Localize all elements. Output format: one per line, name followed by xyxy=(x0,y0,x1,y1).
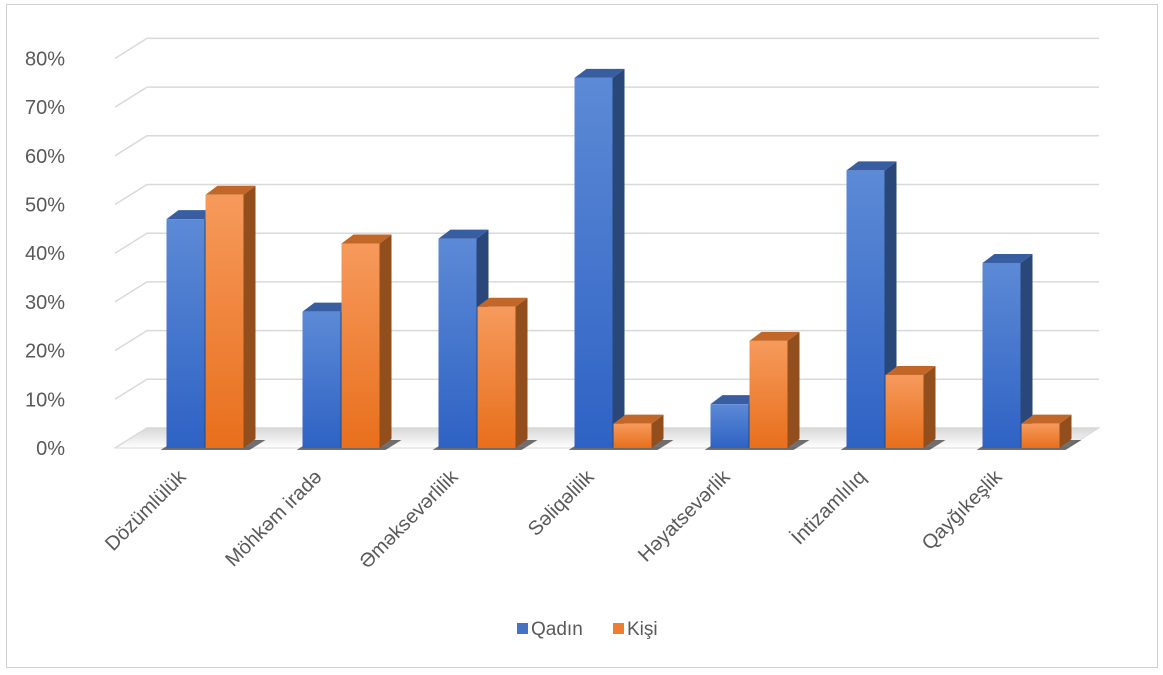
x-axis-ticks: Dözümlülük Möhkəm iradə Əməksevərlilik Səli… xyxy=(101,465,1007,573)
x-tick-label: Əməksevərlilik xyxy=(355,465,463,573)
bar-top xyxy=(574,68,625,78)
bar-side xyxy=(243,185,256,448)
bar-side xyxy=(379,234,392,448)
bar-qadin xyxy=(574,77,613,448)
legend-swatch xyxy=(517,623,528,634)
bar-qadin xyxy=(710,404,749,448)
bar-top xyxy=(613,414,664,424)
bar-side xyxy=(787,331,800,448)
bar-top xyxy=(341,234,392,244)
y-tick-label: 0% xyxy=(36,438,65,460)
y-tick-label: 40% xyxy=(25,243,65,265)
bar-top xyxy=(438,229,489,239)
x-tick-label: Qayğıkeşlik xyxy=(918,465,1007,554)
legend-label: Qadın xyxy=(531,619,583,640)
bar-top xyxy=(205,185,256,195)
gridline xyxy=(114,37,1099,60)
legend-swatch xyxy=(613,623,624,634)
bar-kisi xyxy=(885,374,924,448)
bar-side xyxy=(1020,253,1033,448)
bars xyxy=(160,68,1082,450)
bar-kisi xyxy=(477,306,516,448)
bar-top xyxy=(1021,414,1072,424)
x-tick-label: Dözümlülük xyxy=(101,465,191,555)
bar-qadin xyxy=(302,311,341,448)
x-tick-label: Səliqəlilik xyxy=(524,465,599,540)
y-tick-label: 50% xyxy=(25,195,65,217)
bar-kisi xyxy=(613,423,652,448)
bar-top xyxy=(885,365,936,375)
y-tick-label: 80% xyxy=(25,48,65,70)
x-tick-label: Möhkəm iradə xyxy=(221,466,326,571)
gridline xyxy=(114,135,1099,157)
bar-top xyxy=(166,210,217,220)
chart-frame: 0% 10% 20% 30% 40% 50% 60% 70% 80% Dözümlülük Möh… xyxy=(6,4,1158,668)
bar-qadin xyxy=(846,170,885,448)
gridline xyxy=(114,232,1099,254)
bar-side xyxy=(1059,414,1072,448)
bar-side xyxy=(923,365,936,448)
y-tick-label: 30% xyxy=(25,292,65,314)
y-tick-label: 10% xyxy=(25,389,65,411)
bar-qadin xyxy=(438,238,477,448)
bar-qadin xyxy=(166,219,205,448)
bar-chart: 0% 10% 20% 30% 40% 50% 60% 70% 80% Dözümlülük Möh… xyxy=(25,37,1101,640)
legend-label: Kişi xyxy=(627,619,658,640)
bar-qadin xyxy=(982,262,1021,448)
bar-side xyxy=(612,68,625,448)
gridline xyxy=(114,86,1099,108)
bar-top xyxy=(982,253,1033,263)
bar-kisi xyxy=(1021,423,1060,448)
bar-top xyxy=(749,331,800,341)
bar-side xyxy=(515,297,528,448)
bar-kisi xyxy=(205,194,244,448)
bar-top xyxy=(477,297,528,307)
bar-kisi xyxy=(341,243,380,448)
x-tick-label: Həyatsevərlik xyxy=(634,465,735,566)
gridline xyxy=(114,329,1099,352)
legend: Qadın Kişi xyxy=(517,619,658,640)
bar-side xyxy=(651,414,664,448)
y-tick-label: 20% xyxy=(25,341,65,363)
y-axis-ticks: 0% 10% 20% 30% 40% 50% 60% 70% 80% xyxy=(25,48,65,460)
bar-top xyxy=(710,395,761,405)
bar-top xyxy=(302,302,353,312)
y-tick-label: 70% xyxy=(25,97,65,119)
bar-kisi xyxy=(749,340,788,448)
gridline xyxy=(114,183,1099,206)
gridline xyxy=(114,281,1099,303)
bar-top xyxy=(846,161,897,171)
x-tick-label: İntizamlılıq xyxy=(787,465,871,549)
y-tick-label: 60% xyxy=(25,146,65,168)
